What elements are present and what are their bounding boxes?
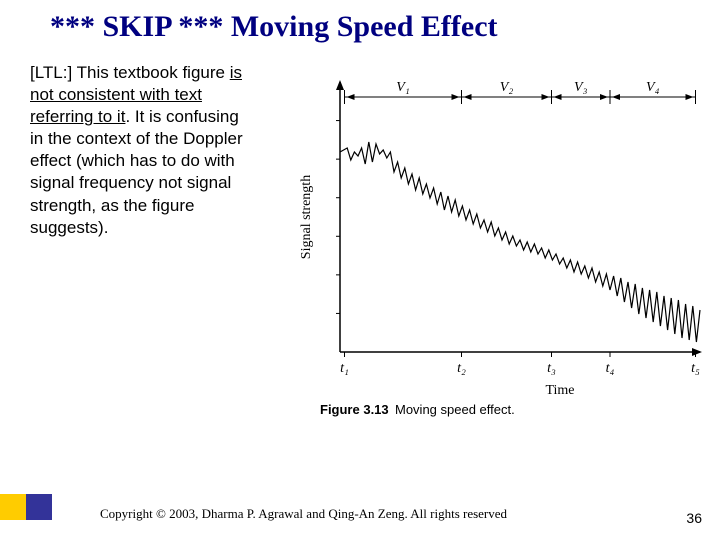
svg-text:Figure 3.13: Figure 3.13 [320, 402, 389, 417]
accent-blue [26, 494, 52, 520]
chart-figure: V₁ V₂ V₃ V₄ t₁ t₂ t₃ t₄ t₅ Time Signal strength Fig… [270, 62, 710, 442]
svg-text:t₄: t₄ [606, 361, 615, 376]
chart-svg: V₁ V₂ V₃ V₄ t₁ t₂ t₃ t₄ t₅ Time Signal strength Fig… [270, 62, 710, 442]
slide-title: *** SKIP *** Moving Speed Effect [50, 10, 498, 44]
accent-yellow [0, 494, 26, 520]
svg-text:t₂: t₂ [457, 361, 466, 376]
svg-text:Moving speed effect.: Moving speed effect. [395, 402, 515, 417]
svg-text:V₂: V₂ [500, 80, 514, 95]
svg-text:t₅: t₅ [691, 361, 700, 376]
body-text: [LTL:] This textbook figure is not consi… [30, 62, 255, 239]
svg-text:t₃: t₃ [547, 361, 556, 376]
svg-text:V₁: V₁ [396, 80, 409, 95]
svg-text:Time: Time [545, 383, 574, 398]
slide: *** SKIP *** Moving Speed Effect [LTL:] … [0, 0, 720, 540]
svg-text:Signal strength: Signal strength [299, 175, 314, 259]
svg-text:V₃: V₃ [574, 80, 588, 95]
footer-accent [0, 494, 52, 520]
svg-text:t₁: t₁ [340, 361, 349, 376]
copyright-text: Copyright © 2003, Dharma P. Agrawal and … [100, 506, 507, 522]
svg-text:V₄: V₄ [646, 80, 660, 95]
slide-number: 36 [686, 510, 702, 526]
